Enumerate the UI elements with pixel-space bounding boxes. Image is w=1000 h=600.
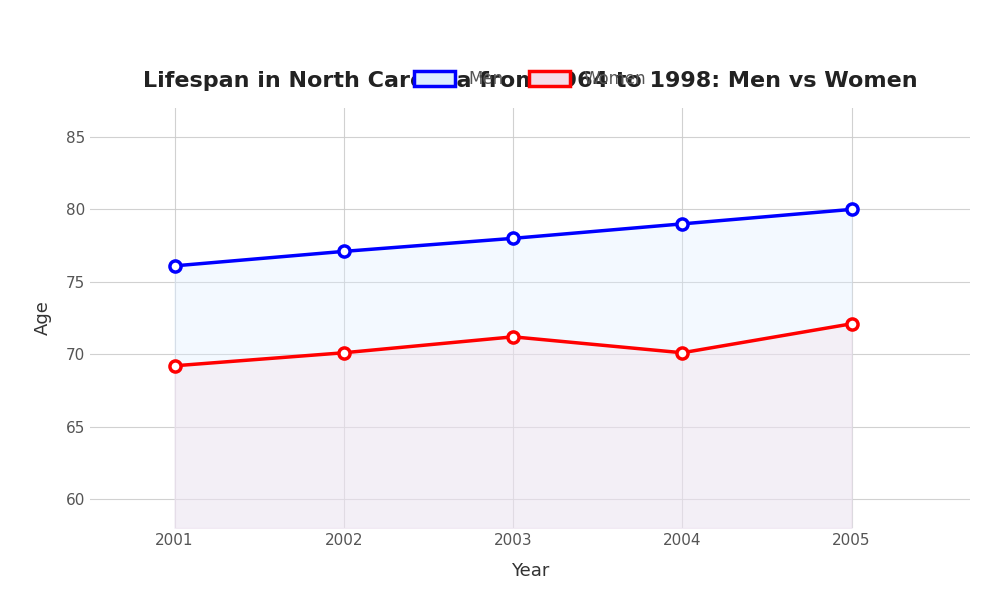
Legend: Men, Women: Men, Women: [405, 62, 655, 97]
X-axis label: Year: Year: [511, 562, 549, 580]
Title: Lifespan in North Carolina from 1964 to 1998: Men vs Women: Lifespan in North Carolina from 1964 to …: [143, 71, 917, 91]
Y-axis label: Age: Age: [34, 301, 52, 335]
